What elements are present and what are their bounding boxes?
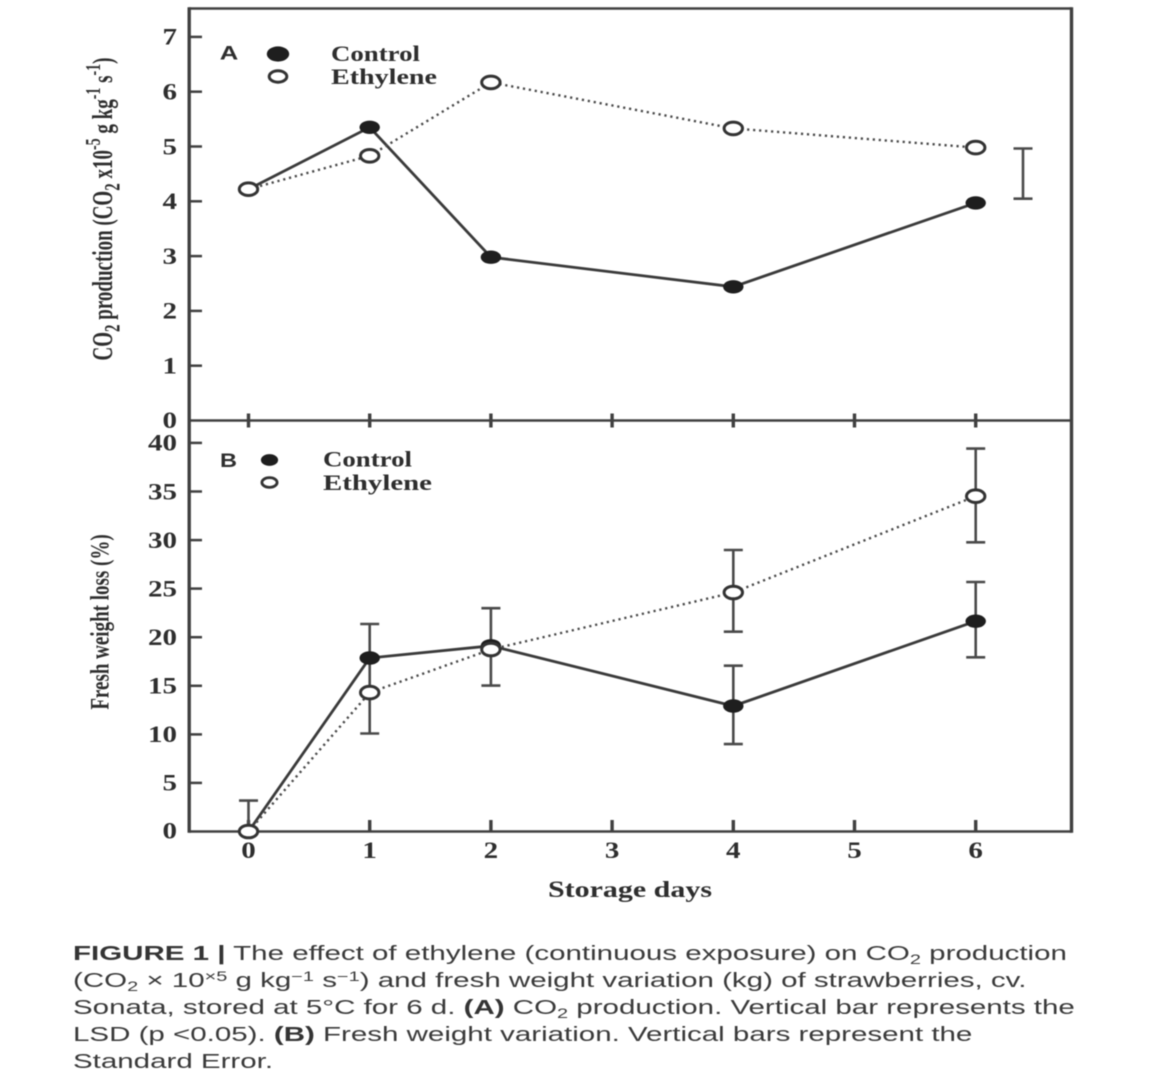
svg-text:Storage days: Storage days [548, 877, 712, 902]
svg-text:Control: Control [323, 447, 412, 472]
svg-text:CO2 production (CO2 x10-5 g kg: CO2 production (CO2 x10-5 g kg-1 s-1) [81, 57, 125, 360]
svg-text:40: 40 [148, 431, 177, 456]
svg-text:5: 5 [163, 134, 178, 159]
svg-text:5: 5 [847, 838, 862, 863]
svg-text:1: 1 [362, 838, 377, 863]
svg-text:A: A [220, 44, 239, 65]
svg-text:1: 1 [163, 354, 178, 379]
svg-text:4: 4 [163, 189, 178, 214]
svg-text:25: 25 [148, 576, 177, 601]
svg-text:6: 6 [968, 838, 983, 863]
svg-text:2: 2 [484, 838, 499, 863]
svg-text:B: B [220, 451, 237, 472]
svg-text:3: 3 [605, 838, 620, 863]
svg-text:4: 4 [726, 838, 741, 863]
svg-text:6: 6 [163, 80, 178, 105]
svg-text:35: 35 [148, 479, 177, 504]
svg-text:5: 5 [163, 771, 178, 796]
svg-text:Fresh weight loss (%): Fresh weight loss (%) [84, 534, 114, 709]
svg-text:Control: Control [331, 41, 420, 66]
svg-text:Ethylene: Ethylene [323, 470, 432, 495]
svg-text:2: 2 [163, 299, 178, 324]
svg-text:15: 15 [148, 674, 177, 699]
svg-text:0: 0 [163, 819, 178, 844]
svg-text:10: 10 [148, 722, 177, 747]
svg-text:0: 0 [241, 838, 256, 863]
svg-text:30: 30 [148, 528, 177, 553]
svg-text:7: 7 [163, 25, 178, 50]
svg-text:Ethylene: Ethylene [331, 64, 437, 89]
svg-text:20: 20 [148, 625, 177, 650]
svg-text:0: 0 [163, 408, 178, 433]
svg-text:3: 3 [163, 244, 178, 269]
